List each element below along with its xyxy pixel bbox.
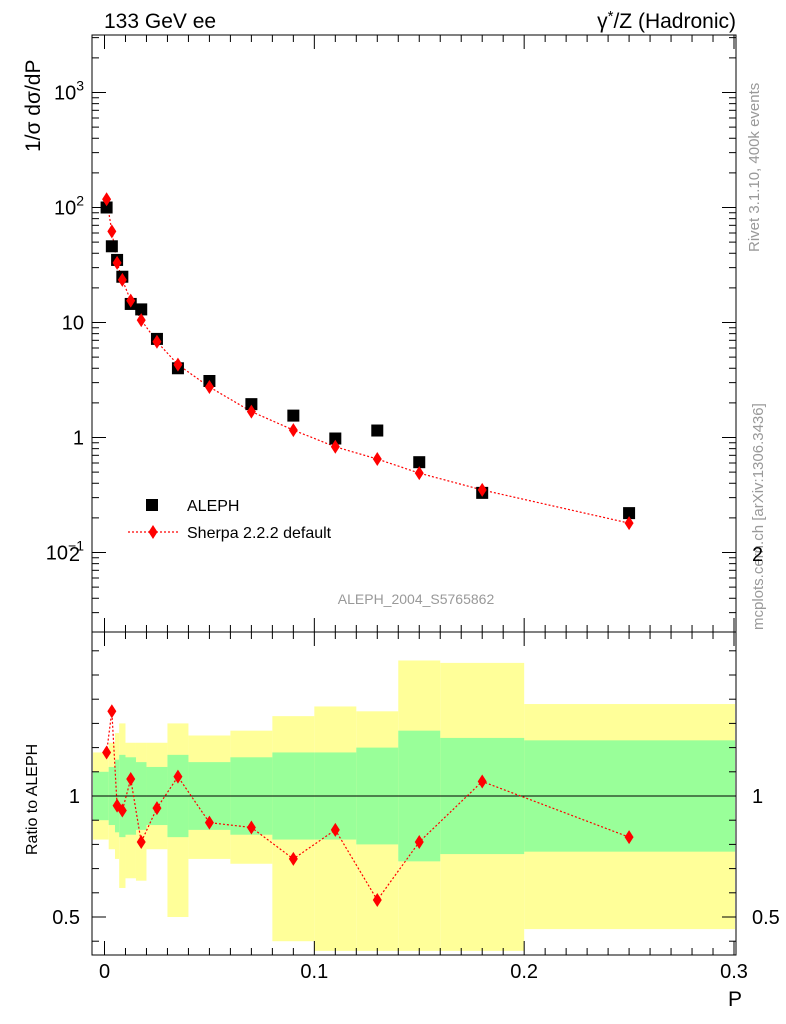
ratio-y-axis-label: Ratio to ALEPH xyxy=(24,744,41,855)
legend-marker-sherpa xyxy=(148,525,158,539)
sherpa-mc-point xyxy=(288,423,298,438)
sherpa-mc-point xyxy=(330,439,340,454)
ratio-x-axis: 0 0.1 0.2 0.3 xyxy=(99,632,748,983)
ratio-panel: 0.5 0.5 1 1 2 2 0 0.1 0.2 0.3 Ratio to ALEPH P xyxy=(24,544,780,1011)
ratio-y-tick-label: 2 xyxy=(69,544,80,566)
sherpa-ratio-point xyxy=(102,745,112,760)
main-y-tick-label: 103 xyxy=(54,78,84,105)
legend-label-aleph: ALEPH xyxy=(187,498,239,515)
sherpa-ratio-point xyxy=(372,893,382,908)
header-right-title: γ*/Z (Hadronic) xyxy=(597,8,736,33)
ratio-y-axis: 0.5 0.5 1 1 2 2 xyxy=(52,544,780,942)
ratio-y-tick-label-right: 2 xyxy=(752,544,763,566)
x-tick-label: 0.2 xyxy=(510,961,538,983)
aleph-data-point xyxy=(100,201,113,214)
sherpa-mc-point xyxy=(107,224,117,239)
sherpa-ratio-point xyxy=(330,822,340,837)
aleph-data-point xyxy=(245,398,258,411)
data-points xyxy=(100,201,636,520)
main-y-axis: 10−1 1 10 102 103 xyxy=(46,37,736,614)
sherpa-mc-point xyxy=(136,313,146,328)
sherpa-mc-point xyxy=(102,192,112,207)
sherpa-mc-point xyxy=(414,466,424,481)
ratio-y-tick-label-right: 1 xyxy=(752,786,763,808)
legend: ALEPH Sherpa 2.2.2 default xyxy=(128,498,332,542)
sherpa-mc-point xyxy=(173,357,183,372)
sherpa-ratio-point xyxy=(173,769,183,784)
sherpa-ratio-point xyxy=(136,834,146,849)
aleph-data-point xyxy=(135,303,148,316)
main-y-tick-label: 10 xyxy=(62,313,84,335)
ratio-error-bands xyxy=(93,660,735,951)
x-tick-label: 0.3 xyxy=(720,961,748,983)
ratio-y-tick-label-right: 0.5 xyxy=(752,907,780,929)
ratio-y-tick-label: 0.5 xyxy=(52,907,80,929)
aleph-data-point xyxy=(287,409,300,422)
sherpa-ratio-point xyxy=(477,774,487,789)
sherpa-ratio-point xyxy=(117,803,127,818)
sherpa-mc-point xyxy=(246,404,256,419)
sherpa-mc-point xyxy=(152,334,162,349)
sherpa-ratio-point xyxy=(107,704,117,719)
legend-marker-aleph xyxy=(146,499,158,511)
sherpa-ratio-point xyxy=(152,801,162,816)
aleph-data-point xyxy=(329,432,342,445)
sherpa-mc-point xyxy=(126,293,136,308)
mc-line-main xyxy=(106,199,630,524)
rivet-version-label: Rivet 3.1.10, 400k events xyxy=(746,83,763,252)
sherpa-mc-point xyxy=(204,379,214,394)
x-tick-label: 0 xyxy=(99,961,110,983)
main-y-tick-label: 102 xyxy=(54,193,84,220)
ratio-y-tick-label: 1 xyxy=(69,786,80,808)
mc-points-main xyxy=(102,192,634,531)
x-axis-label: P xyxy=(728,988,742,1011)
mc-curve-main xyxy=(106,199,630,524)
mc-line-ratio xyxy=(106,711,630,902)
aleph-data-point xyxy=(371,424,384,437)
mc-points-ratio xyxy=(102,704,634,908)
main-y-axis-label: 1/σ dσ/dP xyxy=(22,60,45,152)
main-plot-frame xyxy=(91,34,737,633)
mc-curve-ratio xyxy=(106,711,630,902)
mcplots-label: mcplots.cern.ch [arXiv:1306.3436] xyxy=(750,403,767,630)
sherpa-mc-point xyxy=(372,452,382,467)
sherpa-ratio-point xyxy=(204,815,214,830)
x-tick-label: 0.1 xyxy=(300,961,328,983)
ratio-plot-frame xyxy=(91,631,737,956)
sherpa-ratio-point xyxy=(414,834,424,849)
sherpa-ratio-point xyxy=(246,820,256,835)
header-left-title: 133 GeV ee xyxy=(104,10,216,33)
sherpa-ratio-point xyxy=(288,851,298,866)
main-panel: 10−1 1 10 102 103 1/σ dσ/dP ALEPH_2004_S5765… xyxy=(22,34,737,633)
sherpa-mc-point xyxy=(112,255,122,270)
sherpa-mc-point xyxy=(624,516,634,531)
legend-label-sherpa: Sherpa 2.2.2 default xyxy=(187,525,332,542)
aleph-data-point xyxy=(623,507,636,520)
aleph-data-point xyxy=(105,240,118,253)
sherpa-mc-point xyxy=(117,272,127,287)
sherpa-ratio-point xyxy=(126,772,136,787)
sherpa-ratio-point xyxy=(624,830,634,845)
sherpa-mc-point xyxy=(477,482,487,497)
analysis-id-label: ALEPH_2004_S5765862 xyxy=(338,591,495,607)
aleph-data-point xyxy=(413,456,426,469)
main-x-axis xyxy=(104,35,735,632)
main-y-tick-label: 1 xyxy=(73,428,84,450)
main-y-tick-label: 10−1 xyxy=(46,538,84,565)
